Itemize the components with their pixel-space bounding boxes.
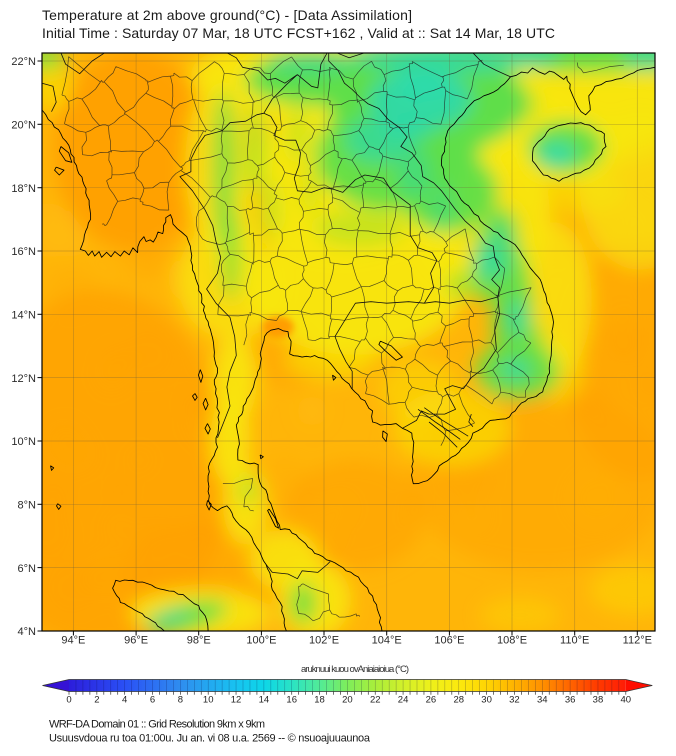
svg-text:40: 40 [621,695,632,706]
svg-text:20°N: 20°N [11,120,36,132]
svg-text:16: 16 [286,695,297,706]
svg-text:22: 22 [370,695,381,706]
svg-text:102°E: 102°E [309,635,339,647]
svg-text:24: 24 [398,695,409,706]
svg-text:aruknuui kuou ovAniaiaioiua (°: aruknuui kuou ovAniaiaioiua (°C) [301,664,409,675]
svg-text:Initial Time : Saturday 07 Mar: Initial Time : Saturday 07 Mar, 18 UTC F… [42,25,555,41]
svg-text:110°E: 110°E [560,635,589,647]
svg-text:30: 30 [481,695,492,706]
svg-text:36: 36 [565,695,576,706]
svg-text:104°E: 104°E [372,635,402,647]
svg-text:10°N: 10°N [11,436,36,448]
svg-text:12°N: 12°N [11,373,36,385]
svg-text:16°N: 16°N [11,246,36,258]
svg-text:34: 34 [537,695,548,706]
svg-text:112°E: 112°E [623,635,652,647]
svg-text:96°E: 96°E [124,635,148,647]
svg-text:94°E: 94°E [61,635,85,647]
svg-text:22°N: 22°N [11,56,36,68]
svg-text:38: 38 [593,695,604,706]
svg-text:8: 8 [178,695,183,706]
svg-text:WRF-DA Domain 01 :: Grid Resol: WRF-DA Domain 01 :: Grid Resolution 9km … [49,719,265,731]
svg-text:106°E: 106°E [434,635,464,647]
svg-text:4: 4 [122,695,127,706]
svg-text:100°E: 100°E [246,635,276,647]
svg-text:108°E: 108°E [497,635,527,647]
svg-text:8°N: 8°N [18,500,37,512]
svg-text:26: 26 [426,695,437,706]
svg-text:18°N: 18°N [11,183,36,195]
svg-text:14°N: 14°N [11,310,36,322]
svg-text:10: 10 [203,695,214,706]
svg-text:14: 14 [259,695,270,706]
svg-text:0: 0 [66,695,71,706]
svg-text:28: 28 [453,695,464,706]
svg-text:Usuusvdoua ru toa 01:00u. Ju a: Usuusvdoua ru toa 01:00u. Ju an. vi 08 u… [49,733,371,745]
svg-text:2: 2 [94,695,99,706]
svg-text:6: 6 [150,695,155,706]
svg-text:Temperature at 2m above ground: Temperature at 2m above ground(°C) - [Da… [42,7,412,23]
svg-text:12: 12 [231,695,242,706]
svg-text:20: 20 [342,695,353,706]
svg-text:4°N: 4°N [18,626,37,638]
svg-text:6°N: 6°N [18,563,37,575]
svg-text:18: 18 [314,695,325,706]
svg-text:32: 32 [509,695,520,706]
svg-text:98°E: 98°E [187,635,211,647]
